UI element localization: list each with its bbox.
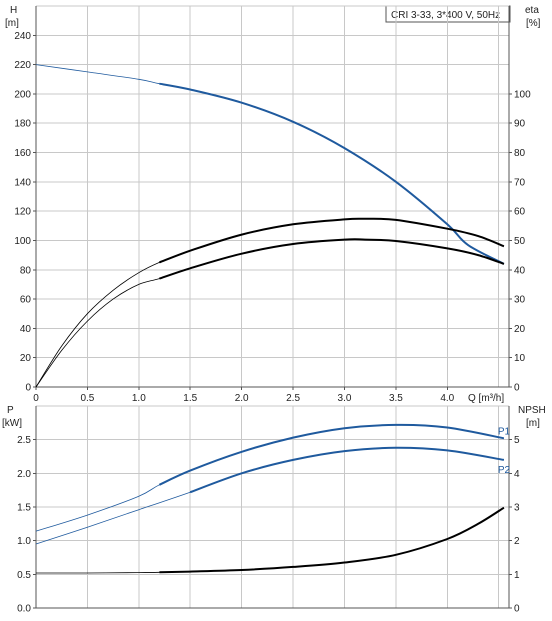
y-right-tick-label: 10 [514,353,526,364]
top-right-axis-label: eta [525,5,539,16]
y-left-tick-label: 40 [20,324,32,335]
y-right-tick-label: 90 [514,119,526,130]
y-right-tick-label: 70 [514,177,526,188]
y-right-tick-label: 5 [514,435,520,446]
series-0-0-curve [35,64,505,265]
y-left-tick-label: 100 [14,236,31,247]
y-left-tick-label: 200 [14,89,31,100]
series-0-1-operating-curve [159,217,505,264]
bottom-left-axis-label: P [7,405,14,416]
x-tick-label: 4.0 [440,393,454,404]
y-right-tick-label: 50 [514,236,526,247]
y-left-tick-label: 120 [14,207,31,218]
y-left-tick-label: 240 [14,31,31,42]
x-tick-label: 3.0 [338,393,352,404]
y-left-tick-label: 2.5 [17,435,31,446]
x-tick-label: 3.5 [389,393,403,404]
y-right-tick-label: 40 [514,265,526,276]
bottom-left-axis-unit: [kW] [2,418,22,429]
y-right-tick-label: 1 [514,570,520,581]
y-right-tick-label: 30 [514,295,526,306]
y-left-tick-label: 60 [20,295,32,306]
y-right-tick-label: 80 [514,148,526,159]
x-axis-label: Q [m³/h] [468,393,504,404]
y-left-tick-label: 1.5 [17,503,31,514]
y-right-tick-label: 60 [514,207,526,218]
y-left-tick-label: 1.0 [17,536,31,547]
bottom-panel: P [kW] NPSH [m] [2,405,546,429]
y-left-tick-label: 0.5 [17,570,31,581]
x-tick-label: 2.0 [235,393,249,404]
x-tick-label: 0.5 [80,393,94,404]
y-left-tick-label: 2.0 [17,469,31,480]
x-tick-label: 1.5 [183,393,197,404]
top-right-axis-unit: [%] [526,18,541,29]
series-0-1-curve [35,218,505,388]
series-label-p2: P2 [498,465,511,476]
y-left-tick-label: 180 [14,119,31,130]
bottom-right-axis-label: NPSH [518,405,546,416]
y-right-tick-label: 2 [514,536,520,547]
x-tick-label: 0 [33,393,39,404]
top-left-axis-unit: [m] [5,18,19,29]
y-left-tick-label: 20 [20,353,32,364]
plot-layer: 0204060801001201401601802002202400102030… [14,5,531,615]
series-label-p1: P1 [498,426,511,437]
y-right-tick-label: 0 [514,383,520,394]
y-left-tick-label: 160 [14,148,31,159]
p1-operating-curve [158,423,505,486]
x-tick-label: 1.0 [132,393,146,404]
y-right-tick-label: 3 [514,503,520,514]
bottom-right-axis-unit: [m] [526,418,540,429]
y-left-tick-label: 0.0 [17,604,31,615]
series-0-0-operating-curve [159,82,505,265]
top-left-axis-label: H [10,5,17,16]
p1-curve [35,424,504,532]
y-right-tick-label: 20 [514,324,526,335]
p2-operating-curve [189,446,505,494]
chart-title: CRI 3-33, 3*400 V, 50Hz [391,10,500,21]
p2-curve [35,447,504,545]
series-0-2-curve [35,238,505,388]
series-0-2-operating-curve [159,238,505,280]
y-right-tick-label: 4 [514,469,520,480]
y-right-tick-label: 100 [514,89,531,100]
y-left-tick-label: 0 [25,383,31,394]
y-left-tick-label: 140 [14,177,31,188]
y-left-tick-label: 80 [20,265,32,276]
top-panel: H [m] eta [%] CRI 3-33, 3*400 V, 50Hz Q … [5,5,541,404]
series-1-2-operating-curve [159,506,505,574]
y-right-tick-label: 0 [514,604,520,615]
x-tick-label: 2.5 [286,393,300,404]
y-left-tick-label: 220 [14,60,31,71]
